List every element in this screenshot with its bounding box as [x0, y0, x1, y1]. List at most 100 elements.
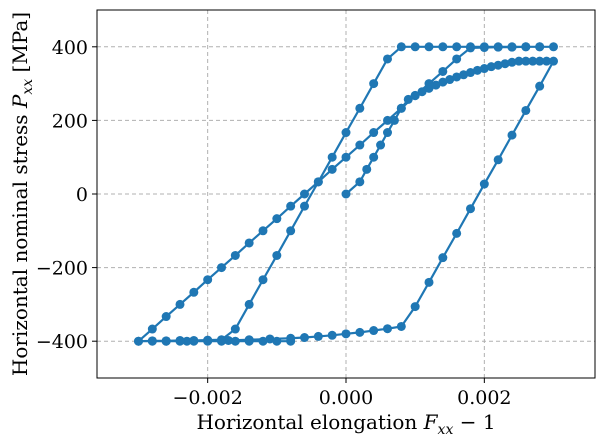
data-point-marker — [466, 204, 475, 214]
data-point-marker — [424, 277, 434, 287]
data-point-marker — [327, 164, 337, 174]
data-point-marker — [147, 336, 157, 346]
y-tick-label: −400 — [36, 331, 88, 353]
data-point-marker — [479, 179, 489, 189]
data-point-marker — [313, 177, 323, 187]
data-point-marker — [258, 275, 268, 285]
data-point-marker — [203, 336, 213, 346]
data-point-marker — [362, 164, 372, 174]
data-point-marker — [438, 253, 448, 263]
data-point-marker — [403, 94, 413, 104]
data-point-marker — [500, 59, 510, 69]
data-point-marker — [286, 201, 296, 211]
data-point-marker — [549, 56, 558, 66]
data-point-marker — [244, 336, 254, 346]
data-point-marker — [244, 238, 254, 248]
data-point-marker — [479, 42, 489, 52]
data-point-marker — [424, 79, 434, 89]
data-point-marker — [452, 42, 462, 52]
data-point-marker — [355, 327, 365, 337]
data-point-marker — [147, 324, 157, 334]
data-point-marker — [493, 60, 503, 70]
data-point-marker — [369, 79, 379, 89]
data-point-marker — [466, 68, 475, 78]
data-point-marker — [452, 228, 462, 238]
x-tick-label: −0.002 — [173, 387, 243, 409]
series-layer — [134, 42, 558, 346]
data-point-marker — [230, 336, 240, 346]
data-point-marker — [272, 214, 282, 224]
data-point-marker — [383, 128, 392, 138]
data-point-marker — [431, 80, 441, 90]
data-point-marker — [396, 321, 406, 331]
data-point-marker — [341, 189, 351, 199]
data-point-marker — [493, 155, 503, 165]
data-point-marker — [300, 201, 309, 211]
y-tick-label: 200 — [52, 110, 88, 132]
data-point-marker — [472, 65, 482, 75]
data-point-marker — [542, 56, 552, 66]
axis-ticks: −0.002 0.000 0.002 −400 −200 0 200 400 — [36, 37, 512, 409]
data-point-marker — [369, 326, 379, 336]
data-point-marker — [175, 336, 185, 346]
data-point-marker — [189, 287, 199, 297]
data-point-marker — [355, 177, 365, 187]
data-point-marker — [230, 250, 240, 260]
data-point-marker — [521, 42, 531, 52]
data-point-marker — [507, 57, 517, 67]
data-point-marker — [507, 130, 517, 140]
data-point-marker — [244, 299, 254, 309]
data-point-marker — [438, 66, 448, 76]
y-tick-label: 0 — [76, 184, 88, 206]
data-point-marker — [341, 329, 351, 339]
x-tick-label: 0.000 — [319, 387, 373, 409]
data-point-marker — [286, 336, 296, 346]
data-point-marker — [521, 105, 531, 115]
y-axis-label: Horizontal nominal stress Pxx [MPa] — [8, 12, 36, 376]
data-point-marker — [466, 42, 475, 52]
data-point-marker — [479, 64, 489, 74]
data-point-marker — [300, 189, 309, 199]
data-point-marker — [272, 336, 282, 346]
data-point-marker — [535, 81, 545, 91]
data-point-marker — [535, 56, 545, 66]
data-point-marker — [410, 42, 420, 52]
data-point-marker — [528, 56, 538, 66]
data-point-marker — [341, 152, 351, 162]
data-point-marker — [376, 140, 386, 150]
data-point-marker — [486, 62, 496, 72]
data-point-marker — [514, 56, 524, 66]
data-point-marker — [265, 334, 275, 344]
data-point-marker — [383, 54, 392, 64]
data-point-marker — [424, 42, 434, 52]
data-point-marker — [355, 140, 365, 150]
data-point-marker — [410, 302, 420, 312]
data-point-marker — [327, 330, 337, 340]
x-tick-label: 0.002 — [457, 387, 511, 409]
data-point-marker — [383, 115, 392, 125]
data-point-marker — [300, 333, 309, 343]
data-point-marker — [410, 91, 420, 101]
data-point-marker — [175, 299, 185, 309]
data-point-marker — [459, 70, 469, 80]
data-point-marker — [452, 72, 462, 82]
data-point-marker — [355, 103, 365, 113]
y-tick-label: 400 — [52, 37, 88, 59]
data-point-marker — [507, 42, 517, 52]
data-point-marker — [258, 226, 268, 236]
data-point-marker — [389, 115, 399, 125]
data-point-marker — [327, 152, 337, 162]
data-point-marker — [203, 275, 213, 285]
data-point-marker — [396, 103, 406, 113]
data-point-marker — [521, 56, 531, 66]
data-point-marker — [161, 336, 171, 346]
data-point-marker — [230, 324, 240, 334]
data-point-marker — [217, 336, 226, 346]
data-point-marker — [369, 128, 379, 138]
data-point-marker — [341, 128, 351, 138]
data-point-marker — [535, 42, 545, 52]
data-point-marker — [134, 336, 143, 346]
data-point-marker — [417, 87, 427, 97]
y-tick-label: −200 — [36, 258, 88, 280]
